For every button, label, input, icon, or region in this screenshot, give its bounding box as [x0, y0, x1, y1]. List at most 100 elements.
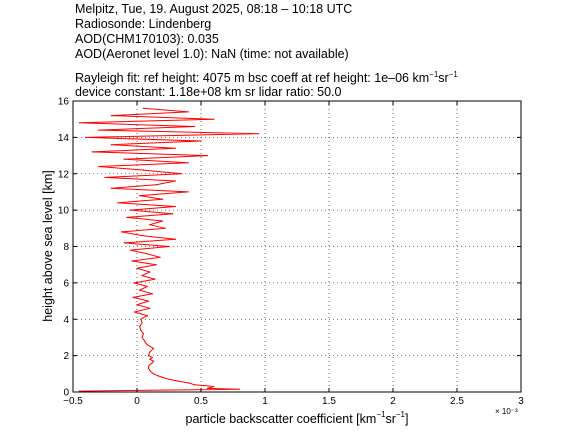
x-axis-label-exponent-2: −1: [396, 410, 406, 419]
profile-point: [174, 147, 176, 149]
profile-point: [136, 304, 138, 306]
profile-point: [141, 275, 143, 277]
profile-point: [140, 329, 142, 331]
profile-point: [162, 198, 164, 200]
profile-point: [142, 333, 144, 335]
profile-point: [206, 155, 208, 157]
profile-point: [146, 285, 148, 288]
profile-point: [144, 340, 146, 342]
profile-point: [213, 385, 215, 388]
profile-point: [164, 227, 166, 229]
y-tick-labels: 0 2 4 6 8 10 12 14 16: [58, 97, 70, 399]
profile-point: [140, 318, 142, 320]
profile-point: [146, 344, 148, 346]
tick-marks: [72, 100, 522, 393]
profile-point: [147, 300, 150, 302]
profile-point: [121, 231, 123, 233]
profile-point: [155, 264, 157, 266]
profile-point: [85, 136, 87, 138]
profile-point: [131, 260, 133, 262]
profile-point: [136, 267, 138, 269]
y-tick-label: 6: [63, 278, 69, 289]
rayleigh-unit-exponent-1: −1: [429, 70, 439, 79]
profile-point: [194, 384, 196, 386]
profile-point: [149, 358, 151, 360]
profile-point: [187, 111, 189, 113]
x-tick-label: 2: [390, 396, 396, 407]
profile-point: [168, 378, 170, 380]
profile-point: [174, 205, 176, 208]
x-axis-label-exponent-1: −1: [376, 410, 386, 419]
profile-point: [146, 253, 148, 255]
profile-point: [110, 187, 112, 189]
x-tick-label: 1.5: [322, 396, 336, 407]
chart-title-line-2: Radiosonde: Lindenberg: [75, 17, 212, 31]
profile-point: [142, 107, 144, 109]
profile-point: [123, 242, 125, 244]
profile-point: [91, 151, 93, 153]
profile-point: [147, 355, 150, 357]
x-tick-label: −0.5: [63, 396, 83, 407]
chart-title-line-5: Rayleigh fit: ref height: 4075 m bsc coe…: [75, 68, 458, 85]
profile-point: [147, 367, 150, 369]
profile-point: [151, 293, 153, 295]
x-axis-multiplier: × 10⁻³: [495, 407, 518, 416]
profile-point: [149, 351, 151, 353]
profile-point: [78, 122, 80, 124]
x-axis-label: particle backscatter coefficient [km−1sr…: [186, 410, 409, 426]
profile-point: [132, 296, 134, 298]
profile-point: [123, 158, 125, 160]
profile-point: [174, 180, 176, 182]
rayleigh-unit-exponent-2: −1: [448, 70, 458, 79]
profile-point: [110, 115, 112, 117]
profile-point: [139, 289, 141, 291]
profile-point: [181, 173, 183, 175]
profile-point: [213, 118, 215, 120]
profile-point: [168, 245, 170, 248]
x-tick-label: 1: [262, 396, 268, 407]
profile-point: [153, 360, 155, 362]
profile-point: [141, 322, 143, 324]
profile-point: [133, 311, 135, 313]
y-tick-label: 10: [58, 206, 70, 217]
profile-point: [98, 165, 100, 168]
x-axis-label-end: ]: [405, 412, 408, 426]
profile-point: [146, 315, 148, 317]
profile-point: [149, 364, 151, 366]
profile-point: [177, 380, 179, 382]
profile-point: [149, 389, 151, 391]
profile-point: [153, 373, 155, 375]
profile-point: [151, 362, 153, 364]
rayleigh-unit-sr: sr: [438, 71, 449, 85]
profile-point: [162, 220, 164, 222]
profile-point: [139, 195, 141, 197]
profile-point: [139, 325, 141, 328]
profile-point: [194, 125, 196, 128]
profile-point: [154, 278, 156, 280]
profile-point: [258, 133, 260, 135]
profile-point: [149, 224, 151, 226]
profile-point: [110, 144, 112, 146]
profile-point: [149, 271, 151, 273]
profile-point: [104, 176, 106, 178]
profile-point: [147, 365, 150, 368]
x-tick-label: 3: [518, 396, 524, 407]
profile-point: [149, 307, 151, 309]
y-tick-label: 14: [58, 133, 70, 144]
profile-point: [141, 235, 143, 237]
profile-point: [159, 256, 161, 258]
y-axis-label: height above sea level [km]: [41, 170, 55, 321]
profile-point: [98, 129, 100, 131]
profile-point: [187, 191, 189, 193]
profile-point: [187, 162, 189, 164]
profile-point: [126, 216, 128, 218]
x-axis-label-main: particle backscatter coefficient [km: [186, 412, 377, 426]
x-tick-label: 0.5: [194, 396, 208, 407]
profile-point: [172, 213, 174, 215]
profile-point: [117, 202, 119, 204]
x-axis-label-sr: sr: [385, 412, 395, 426]
profile-point: [156, 375, 159, 377]
grid-lines: [73, 101, 521, 392]
y-tick-label: 4: [63, 315, 69, 326]
